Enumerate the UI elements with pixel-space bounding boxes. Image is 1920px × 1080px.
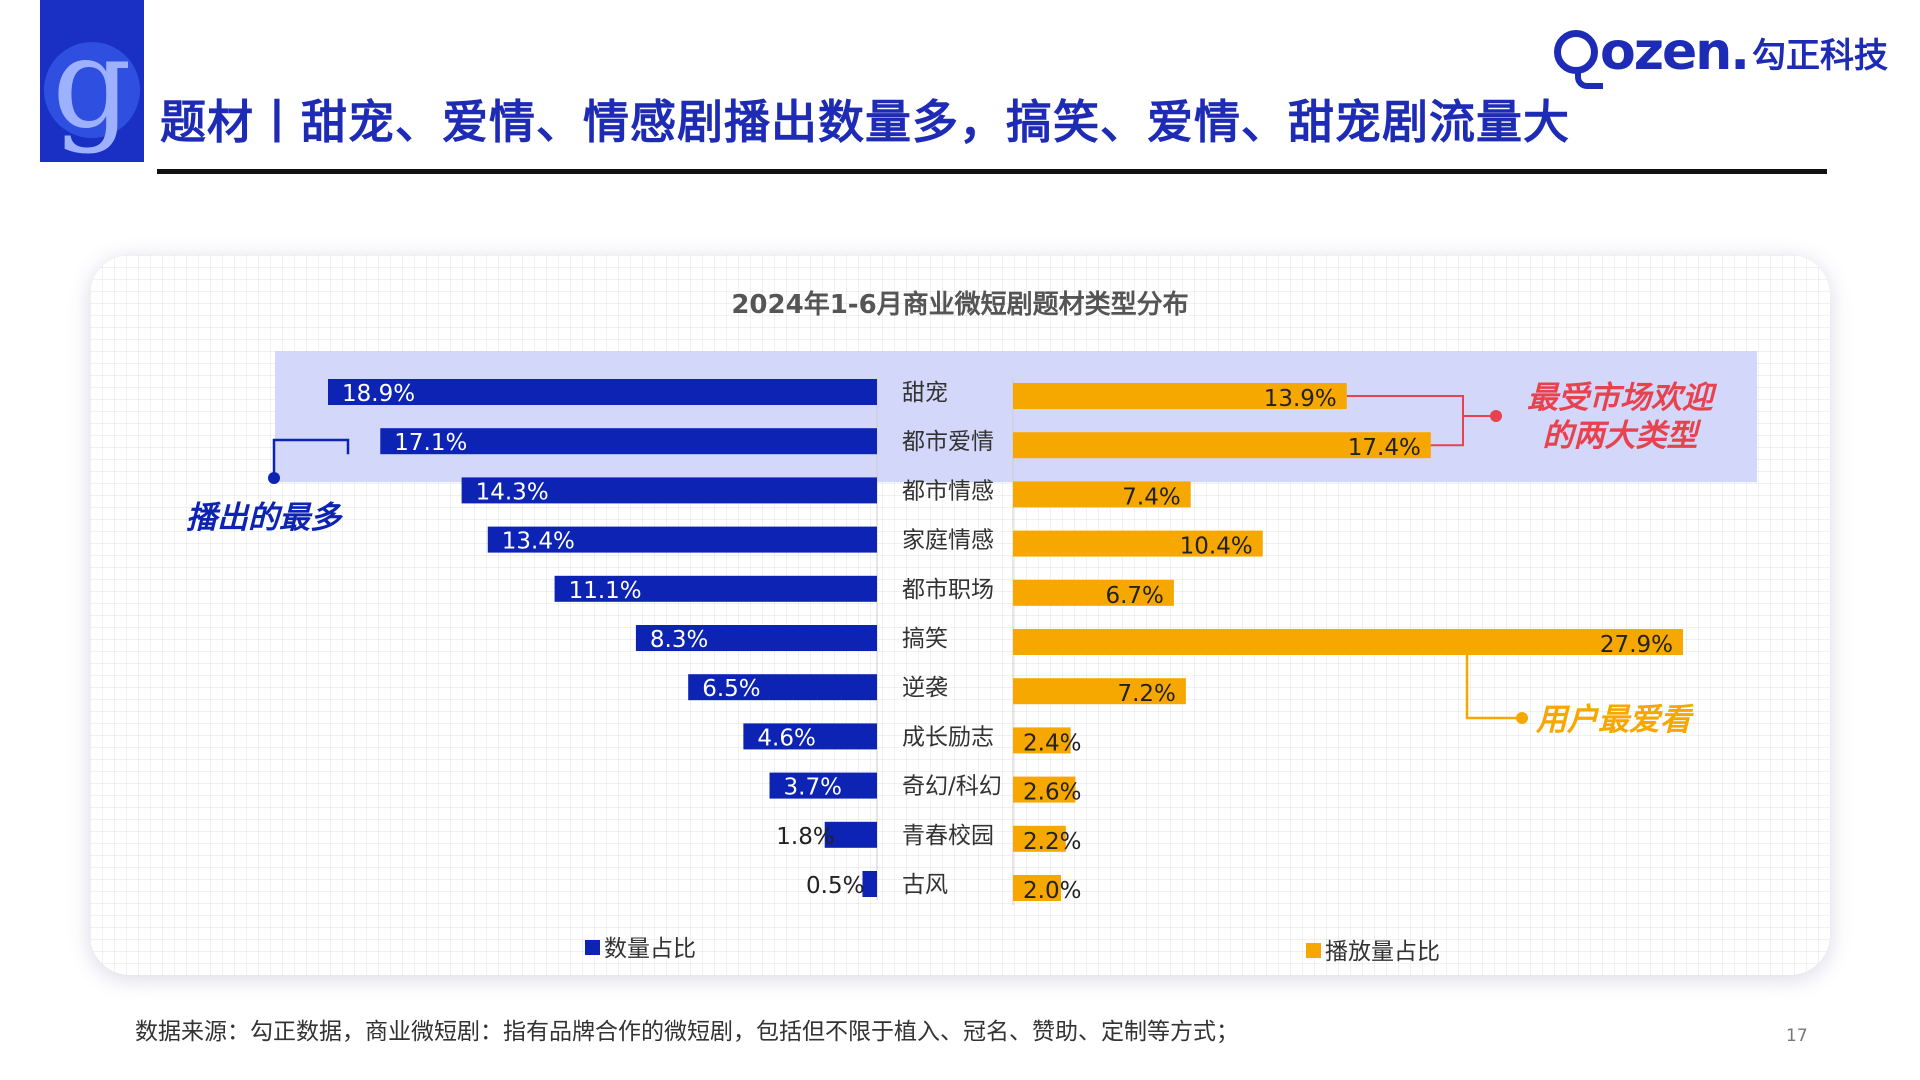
category-label-3: 家庭情感 <box>902 528 994 554</box>
brand-logo: ozen. 勾正科技 <box>1553 22 1888 89</box>
bar-play-1 <box>1013 432 1431 459</box>
legend-swatch-0 <box>585 940 600 955</box>
legend-label-1: 播放量占比 <box>1325 939 1440 965</box>
brand-name-cn: 勾正科技 <box>1752 35 1888 76</box>
connector-most-aired <box>272 438 350 478</box>
corner-logo-block: g <box>40 0 144 162</box>
bars-layer: 18.9% 甜宠 13.9%17.1% 都市爱情 17.4%14.3% 都市情感 7.4%1… <box>328 378 1683 905</box>
label-count-2: 14.3% <box>476 479 549 505</box>
category-label-2: 都市情感 <box>902 478 994 504</box>
label-count-1: 17.1% <box>394 430 467 456</box>
category-label-6: 逆袭 <box>902 675 948 701</box>
legend-swatch-1 <box>1306 943 1321 958</box>
bar-play-0 <box>1013 383 1347 409</box>
label-play-3: 10.4% <box>1180 534 1253 560</box>
label-play-10: 2.0% <box>1023 878 1081 904</box>
label-count-10: 0.5% <box>806 873 864 899</box>
category-label-5: 搞笑 <box>902 626 948 652</box>
bar-play-8 <box>1013 776 1076 803</box>
annotation-most-popular: 最受市场欢迎的两大类型 <box>1527 380 1718 454</box>
label-play-7: 2.4% <box>1023 730 1081 756</box>
label-count-8: 3.7% <box>784 775 842 801</box>
annotation-most-popular-line-1: 的两大类型 <box>1543 418 1702 454</box>
annotation-most-popular-line-0: 最受市场欢迎 <box>1527 380 1718 416</box>
bar-play-3 <box>1013 530 1263 557</box>
legend-label-0: 数量占比 <box>604 936 696 962</box>
chart-title: 2024年1-6月商业微短剧题材类型分布 <box>731 289 1188 320</box>
bar-count-4 <box>554 575 877 602</box>
bar-count-10 <box>862 871 877 897</box>
bar-play-9 <box>1013 825 1066 852</box>
bar-count-9 <box>824 821 877 848</box>
bar-count-5 <box>635 625 877 651</box>
bar-count-8 <box>769 772 877 799</box>
category-label-4: 都市职场 <box>902 577 994 603</box>
connector-dot-most-aired <box>268 472 280 484</box>
bar-count-3 <box>487 526 877 553</box>
bar-count-1 <box>380 428 877 455</box>
bracket-most-popular <box>1346 395 1464 447</box>
label-count-3: 13.4% <box>502 529 575 555</box>
bar-play-4 <box>1013 579 1174 606</box>
label-play-0: 13.9% <box>1264 386 1337 412</box>
category-label-9: 青春校园 <box>902 823 994 849</box>
category-label-1: 都市爱情 <box>902 429 994 455</box>
logo-letter: g <box>52 12 132 156</box>
label-count-6: 6.5% <box>702 676 760 702</box>
label-play-1: 17.4% <box>1348 435 1421 461</box>
label-play-4: 6.7% <box>1105 583 1163 609</box>
bar-play-10 <box>1013 875 1062 901</box>
brand-name-en: ozen. <box>1599 22 1750 82</box>
bar-count-0 <box>328 379 877 405</box>
label-play-8: 2.6% <box>1023 780 1081 806</box>
title-divider <box>157 169 1827 174</box>
bar-play-2 <box>1013 481 1191 508</box>
label-play-5: 27.9% <box>1600 632 1673 658</box>
highlight-band <box>275 351 1757 483</box>
label-count-7: 4.6% <box>757 725 815 751</box>
annotation-most-aired: 播出的最多 <box>186 500 343 536</box>
bar-count-6 <box>688 674 877 701</box>
page-title: 题材丨甜宠、爱情、情感剧播出数量多，搞笑、爱情、甜宠剧流量大 <box>160 95 1570 149</box>
label-play-9: 2.2% <box>1023 829 1081 855</box>
connector-dot-users-love <box>1516 712 1528 724</box>
category-label-0: 甜宠 <box>902 380 948 406</box>
page-number: 17 <box>1786 1026 1808 1046</box>
label-play-2: 7.4% <box>1122 484 1180 510</box>
bar-count-2 <box>461 477 877 504</box>
brand-g-icon <box>1553 30 1603 89</box>
logo-circle <box>44 42 140 138</box>
category-label-8: 奇幻/科幻 <box>902 774 1002 800</box>
bar-play-6 <box>1013 678 1186 705</box>
label-play-6: 7.2% <box>1117 681 1175 707</box>
bar-count-7 <box>743 723 877 750</box>
connector-dot-most-popular <box>1490 410 1502 422</box>
label-count-9: 1.8% <box>776 824 834 850</box>
category-label-10: 古风 <box>902 872 948 898</box>
label-count-5: 8.3% <box>650 627 708 653</box>
bar-play-7 <box>1013 727 1071 754</box>
connector-users-love <box>1465 655 1520 720</box>
category-label-7: 成长励志 <box>902 724 994 750</box>
label-count-0: 18.9% <box>342 381 415 407</box>
label-count-4: 11.1% <box>569 578 642 604</box>
annotation-users-love: 用户最爱看 <box>1535 702 1694 738</box>
bar-play-5 <box>1013 629 1683 655</box>
legend: 数量占比 播放量占比 <box>585 936 1440 965</box>
footnote: 数据来源：勾正数据，商业微短剧：指有品牌合作的微短剧，包括但不限于植入、冠名、赞… <box>135 1019 1239 1045</box>
